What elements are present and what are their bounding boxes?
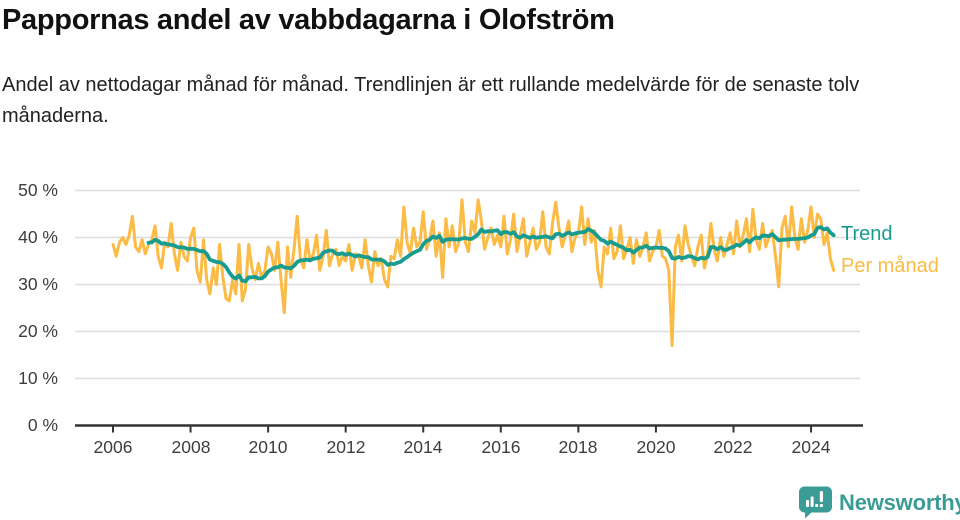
newsworthy-logo-text: Newsworthy xyxy=(839,489,960,515)
per-month-series-line xyxy=(111,198,836,348)
x-tick-label: 2024 xyxy=(791,437,831,457)
y-tick-label: 50 % xyxy=(18,180,58,200)
x-axis xyxy=(75,424,863,433)
newsworthy-logo-icon xyxy=(799,486,832,519)
trend-series-line xyxy=(146,225,836,284)
y-tick-label: 40 % xyxy=(18,227,58,247)
x-tick-label: 2014 xyxy=(403,437,443,457)
y-tick-label: 30 % xyxy=(18,274,58,294)
legend-trend-label: Trend xyxy=(841,223,893,245)
y-tick-label: 10 % xyxy=(18,368,58,388)
x-tick-label: 2012 xyxy=(326,437,366,457)
gridlines xyxy=(75,189,860,380)
y-tick-label: 0 % xyxy=(27,415,58,435)
newsworthy-logo: Newsworthy xyxy=(798,486,960,519)
x-tick-label: 2016 xyxy=(481,437,521,457)
page-title: Pappornas andel av vabbdagarna i Olofstr… xyxy=(2,4,615,36)
x-tick-label: 2020 xyxy=(636,437,676,457)
x-tick-label: 2006 xyxy=(93,437,133,457)
legend-per-month-label: Per månad xyxy=(841,255,939,277)
x-tick-label: 2018 xyxy=(558,437,598,457)
y-tick-label: 20 % xyxy=(18,321,58,341)
chart-subtitle: Andel av nettodagar månad för månad. Tre… xyxy=(2,74,860,127)
x-tick-label: 2022 xyxy=(713,437,753,457)
x-tick-label: 2008 xyxy=(171,437,211,457)
x-tick-label: 2010 xyxy=(248,437,288,457)
